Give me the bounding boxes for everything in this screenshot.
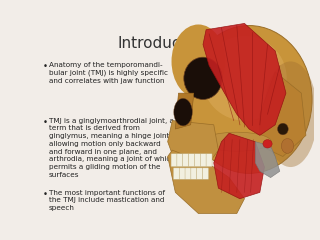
Ellipse shape (202, 36, 287, 120)
FancyBboxPatch shape (206, 154, 212, 167)
Text: Introduction: Introduction (118, 36, 210, 51)
FancyBboxPatch shape (173, 168, 179, 179)
Ellipse shape (202, 132, 271, 151)
Polygon shape (168, 150, 244, 214)
Polygon shape (203, 24, 286, 135)
Ellipse shape (277, 123, 288, 135)
FancyBboxPatch shape (191, 168, 197, 179)
Text: TMJ is a ginglymoarthrodial joint, a
term that is derived from
ginglymus, meanin: TMJ is a ginglymoarthrodial joint, a ter… (49, 118, 174, 178)
Text: •: • (43, 62, 47, 71)
Polygon shape (168, 120, 218, 167)
FancyBboxPatch shape (195, 154, 200, 167)
Text: The most important functions of
the TMJ include mastication and
speech: The most important functions of the TMJ … (49, 190, 165, 211)
Text: Anatomy of the temporomandi-
bular joint (TMJ) is highly specific
and correlates: Anatomy of the temporomandi- bular joint… (49, 62, 168, 84)
Polygon shape (175, 93, 194, 129)
Ellipse shape (184, 57, 222, 99)
Polygon shape (255, 142, 280, 178)
FancyBboxPatch shape (183, 154, 189, 167)
Ellipse shape (172, 24, 225, 98)
Ellipse shape (264, 61, 317, 167)
FancyBboxPatch shape (177, 154, 183, 167)
Text: •: • (43, 118, 47, 126)
Polygon shape (214, 133, 264, 199)
Polygon shape (260, 72, 306, 156)
FancyBboxPatch shape (171, 154, 177, 167)
Ellipse shape (186, 25, 312, 173)
FancyBboxPatch shape (185, 168, 191, 179)
Ellipse shape (174, 98, 192, 126)
Ellipse shape (263, 140, 272, 148)
FancyBboxPatch shape (200, 154, 206, 167)
FancyBboxPatch shape (188, 154, 195, 167)
Ellipse shape (281, 138, 294, 153)
FancyBboxPatch shape (203, 168, 209, 179)
FancyBboxPatch shape (197, 168, 203, 179)
FancyBboxPatch shape (179, 168, 185, 179)
Text: •: • (43, 190, 47, 198)
